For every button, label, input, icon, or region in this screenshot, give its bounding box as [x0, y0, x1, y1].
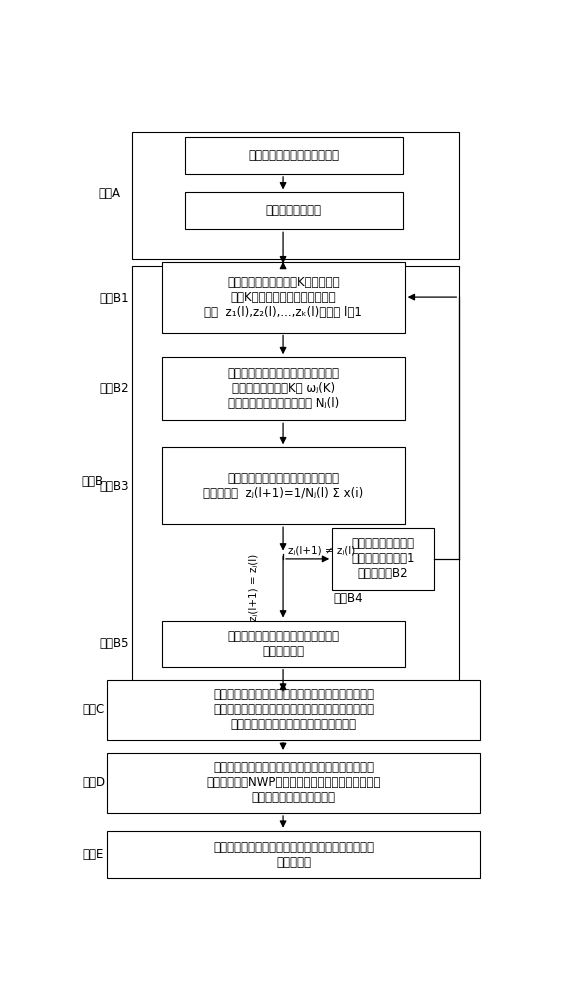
Text: 步骤B: 步骤B: [81, 475, 104, 488]
Text: 步骤E: 步骤E: [82, 848, 104, 861]
Text: 步骤B5: 步骤B5: [100, 637, 129, 650]
Text: 各类的均值向量，并将该向量作为新
的聚类中心  zⱼ(l+1)=1/Nⱼ(l) Σ x(i): 各类的均值向量，并将该向量作为新 的聚类中心 zⱼ(l+1)=1/Nⱼ(l) Σ…: [203, 472, 363, 500]
Text: 步骤B4: 步骤B4: [333, 592, 363, 605]
Text: 基于聚类分析的神经网络风功率预测模型训练完成后
，将预测日的NWP信息作为神经网络的输入信息，得
到预测日的风功率预测数据: 基于聚类分析的神经网络风功率预测模型训练完成后 ，将预测日的NWP信息作为神经网…: [206, 761, 381, 804]
Bar: [162, 357, 405, 420]
Text: 将日天气信息向量分为K个初始类，
选取K个样本点为初始聚类中心，
记为  z₁(l),z₂(l),...,zₖ(l)，其中 l＝1: 将日天气信息向量分为K个初始类， 选取K个样本点为初始聚类中心， 记为 z₁(l…: [205, 276, 362, 319]
Text: 步骤B3: 步骤B3: [100, 480, 129, 493]
Text: 步骤A: 步骤A: [98, 187, 120, 200]
Text: 将预测功率数据存储到预测数据库中，同时发送给电
网调度中心: 将预测功率数据存储到预测数据库中，同时发送给电 网调度中心: [213, 841, 374, 869]
Text: 通过预测数据库提取历史数据: 通过预测数据库提取历史数据: [248, 149, 339, 162]
Bar: [185, 192, 403, 229]
Text: 步骤B2: 步骤B2: [100, 382, 130, 395]
Bar: [132, 266, 459, 694]
Bar: [332, 528, 434, 590]
Bar: [107, 680, 480, 740]
Text: zⱼ(l+1) ≠ zⱼ(l): zⱼ(l+1) ≠ zⱼ(l): [288, 545, 355, 555]
Bar: [162, 447, 405, 524]
Bar: [162, 620, 405, 667]
Text: 根据相似性量度确定预测日所属的类，从中选取相应
的历史数据作为神经网络预测模型的训练数据，建立
基于聚类分析的神经网络风功率预测模型: 根据相似性量度确定预测日所属的类，从中选取相应 的历史数据作为神经网络预测模型的…: [213, 688, 374, 731]
Bar: [107, 831, 480, 878]
Bar: [185, 137, 403, 174]
Text: 步骤B1: 步骤B1: [100, 292, 130, 305]
Text: zⱼ(l+1) = zⱼ(l): zⱼ(l+1) = zⱼ(l): [248, 553, 258, 621]
Text: 步骤D: 步骤D: [82, 776, 105, 789]
Text: 按照最近邻规则将所有样本分配到各
聚类中心所代表的K类 ωⱼ(K)
中，各类所包含的样本数为 Nⱼ(l): 按照最近邻规则将所有样本分配到各 聚类中心所代表的K类 ωⱼ(K) 中，各类所包…: [227, 367, 339, 410]
Bar: [162, 262, 405, 333]
Text: 进行日相关性分析: 进行日相关性分析: [265, 204, 322, 217]
Text: 步骤C: 步骤C: [82, 703, 104, 716]
Bar: [132, 132, 459, 259]
Bar: [107, 753, 480, 813]
Text: 聚类结果并不是最佳
的，则在原值上加1
，返回步骤B2: 聚类结果并不是最佳 的，则在原值上加1 ，返回步骤B2: [352, 537, 415, 580]
Text: 迭代过程结束，此时的聚类结果就是
最优聚类结果: 迭代过程结束，此时的聚类结果就是 最优聚类结果: [227, 630, 339, 658]
